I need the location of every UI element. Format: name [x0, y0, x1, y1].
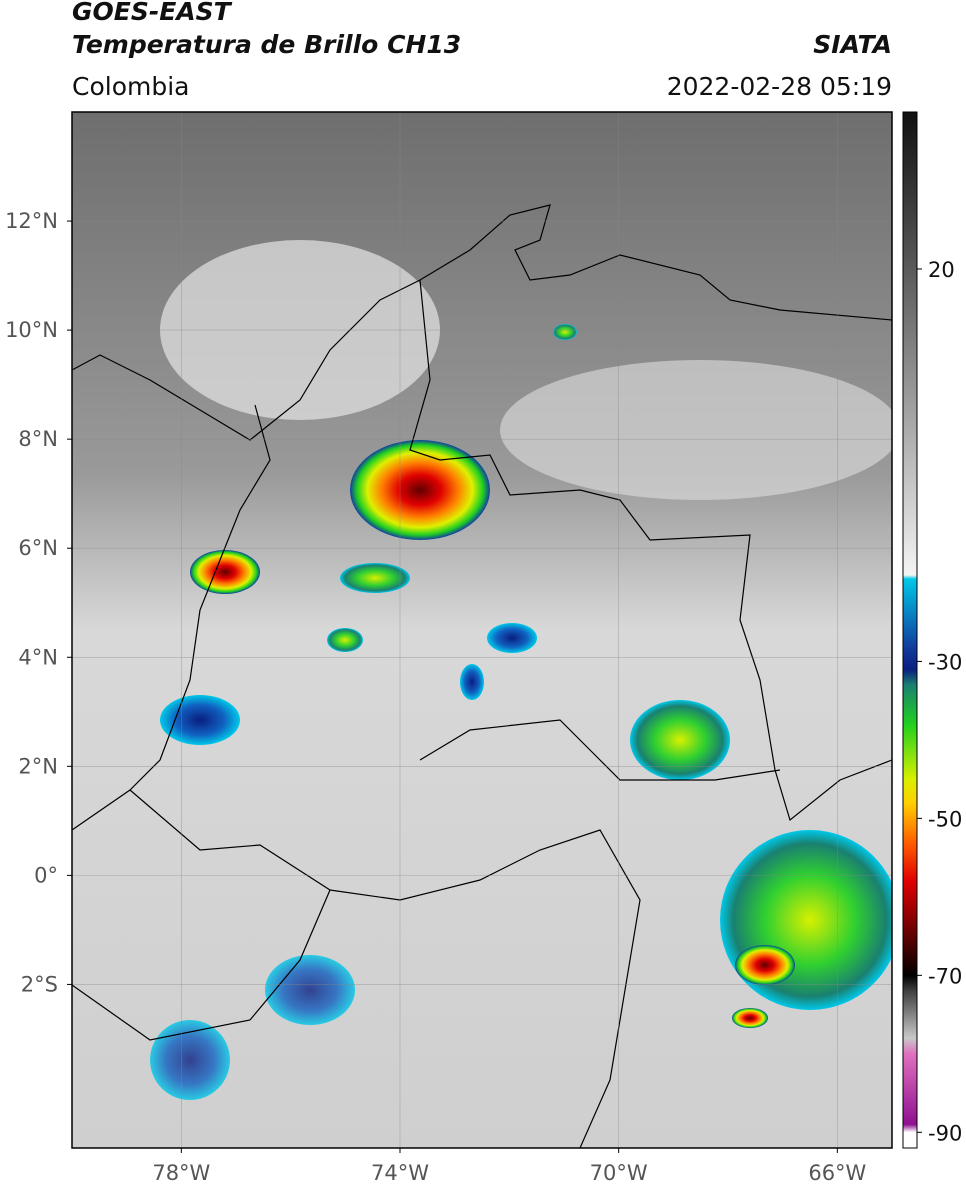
- title: GOES-EAST: [72, 0, 233, 26]
- y-tick-label: 12°N: [5, 209, 58, 233]
- colorbar-tick-label: -30: [928, 650, 962, 674]
- x-tick-label: 66°W: [808, 1161, 866, 1185]
- colorbar-tick-label: -90: [928, 1121, 962, 1145]
- colorbar-tick-label: -70: [928, 964, 962, 988]
- timestamp: 2022-02-28 05:19: [667, 72, 892, 101]
- x-tick-label: 74°W: [371, 1161, 429, 1185]
- region: Colombia: [72, 72, 189, 101]
- y-tick-label: 0°: [34, 863, 58, 887]
- y-tick-label: 2°S: [21, 972, 58, 996]
- source: SIATA: [813, 30, 892, 59]
- y-tick-label: 6°N: [18, 536, 58, 560]
- colorbar: [902, 111, 918, 1149]
- colorbar-tick-label: -50: [928, 807, 962, 831]
- colorbar-tick-label: 20: [928, 258, 955, 282]
- y-tick-label: 8°N: [18, 427, 58, 451]
- y-tick-label: 2°N: [18, 754, 58, 778]
- x-tick-label: 78°W: [152, 1161, 210, 1185]
- x-tick-label: 70°W: [590, 1161, 648, 1185]
- y-tick-label: 10°N: [5, 318, 58, 342]
- subtitle: Temperatura de Brillo CH13: [72, 30, 461, 59]
- map-frame: [71, 111, 893, 1149]
- satellite-image: [72, 112, 892, 1148]
- y-tick-label: 4°N: [18, 645, 58, 669]
